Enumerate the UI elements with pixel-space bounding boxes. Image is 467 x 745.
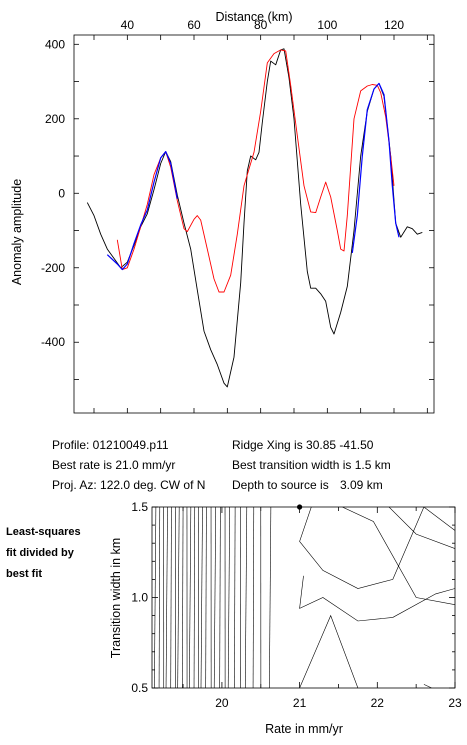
profile-name: Profile: 01210049.p11 [52,438,169,452]
x-tick-label: 23 [448,696,462,710]
contour-line [227,507,230,688]
contour-line [423,507,455,531]
contour-line [388,507,455,549]
contour-line [252,507,255,688]
x-tick-label: 100 [317,18,337,32]
ridge-crossing: Ridge Xing is 30.85 -41.50 [232,438,374,452]
contour-line [299,507,425,589]
contour-frame [151,506,456,689]
contour-line [165,507,168,688]
y-tick-label: 0.5 [131,681,148,695]
observed-profile-line [86,48,423,388]
y-axis-title: Anomaly amplitude [10,179,24,285]
y-tick-label: 200 [45,112,65,126]
best-rate: Best rate is 21.0 mm/yr [52,458,175,472]
contour-line [213,507,217,688]
y-tick-label: 400 [45,37,65,51]
profile-info: Profile: 01210049.p11 Best rate is 21.0 … [52,438,391,492]
depth-value: 3.09 km [340,478,383,492]
y-tick-label: -200 [41,261,65,275]
y-axis-title: Transition width in km [109,538,123,658]
y-tick-label: 1.5 [131,500,148,514]
best-fit-marker [297,504,303,510]
contour-line [158,507,161,688]
contour-line [200,507,203,688]
contour-line [219,507,221,688]
contour-line [299,575,455,622]
x-tick-label: 20 [215,696,229,710]
x-tick-label: 40 [121,18,135,32]
contour-line [423,684,432,688]
x-tick-label: 60 [187,18,201,32]
x-tick-label: 21 [293,696,307,710]
side-label-line-3: best fit [6,568,42,580]
contour-line [177,507,180,688]
contour-line [244,507,248,688]
misfit-contour-chart: Rate in mm/yr Transition width in km 20 2… [109,500,462,736]
depth-label: Depth to source is [232,478,329,492]
x-axis-title: Rate in mm/yr [265,722,343,736]
contour-line [342,507,455,605]
x-tick-label: 80 [254,18,268,32]
contour-line [193,507,196,688]
plot-frame [73,34,435,414]
y-tick-label: -400 [41,335,65,349]
x-axis-title: Distance (km) [215,10,292,24]
best-transition-width: Best transition width is 1.5 km [232,458,391,472]
contour-line [170,507,172,688]
contour-line [234,507,236,688]
fit-segment-line-right [351,82,400,253]
contour-line [269,507,272,688]
contour-line [299,614,359,688]
y-tick-label: 0 [58,186,65,200]
contour-line [182,507,184,688]
side-label: Least-squares fit divided by best fit [6,526,81,580]
fit-segment-line-left [106,151,178,271]
y-tick-label: 1.0 [131,591,148,605]
x-tick-label: 22 [371,696,385,710]
contour-line [189,507,192,688]
x-tick-label: 120 [384,18,404,32]
anomaly-profile-chart: Distance (km) Anomaly amplitude 40 60 80 10… [10,10,435,414]
side-label-line-1: Least-squares [6,526,81,538]
contour-line [205,507,207,688]
side-label-line-2: fit divided by [6,547,75,559]
projection-azimuth: Proj. Az: 122.0 deg. CW of N [52,478,205,492]
